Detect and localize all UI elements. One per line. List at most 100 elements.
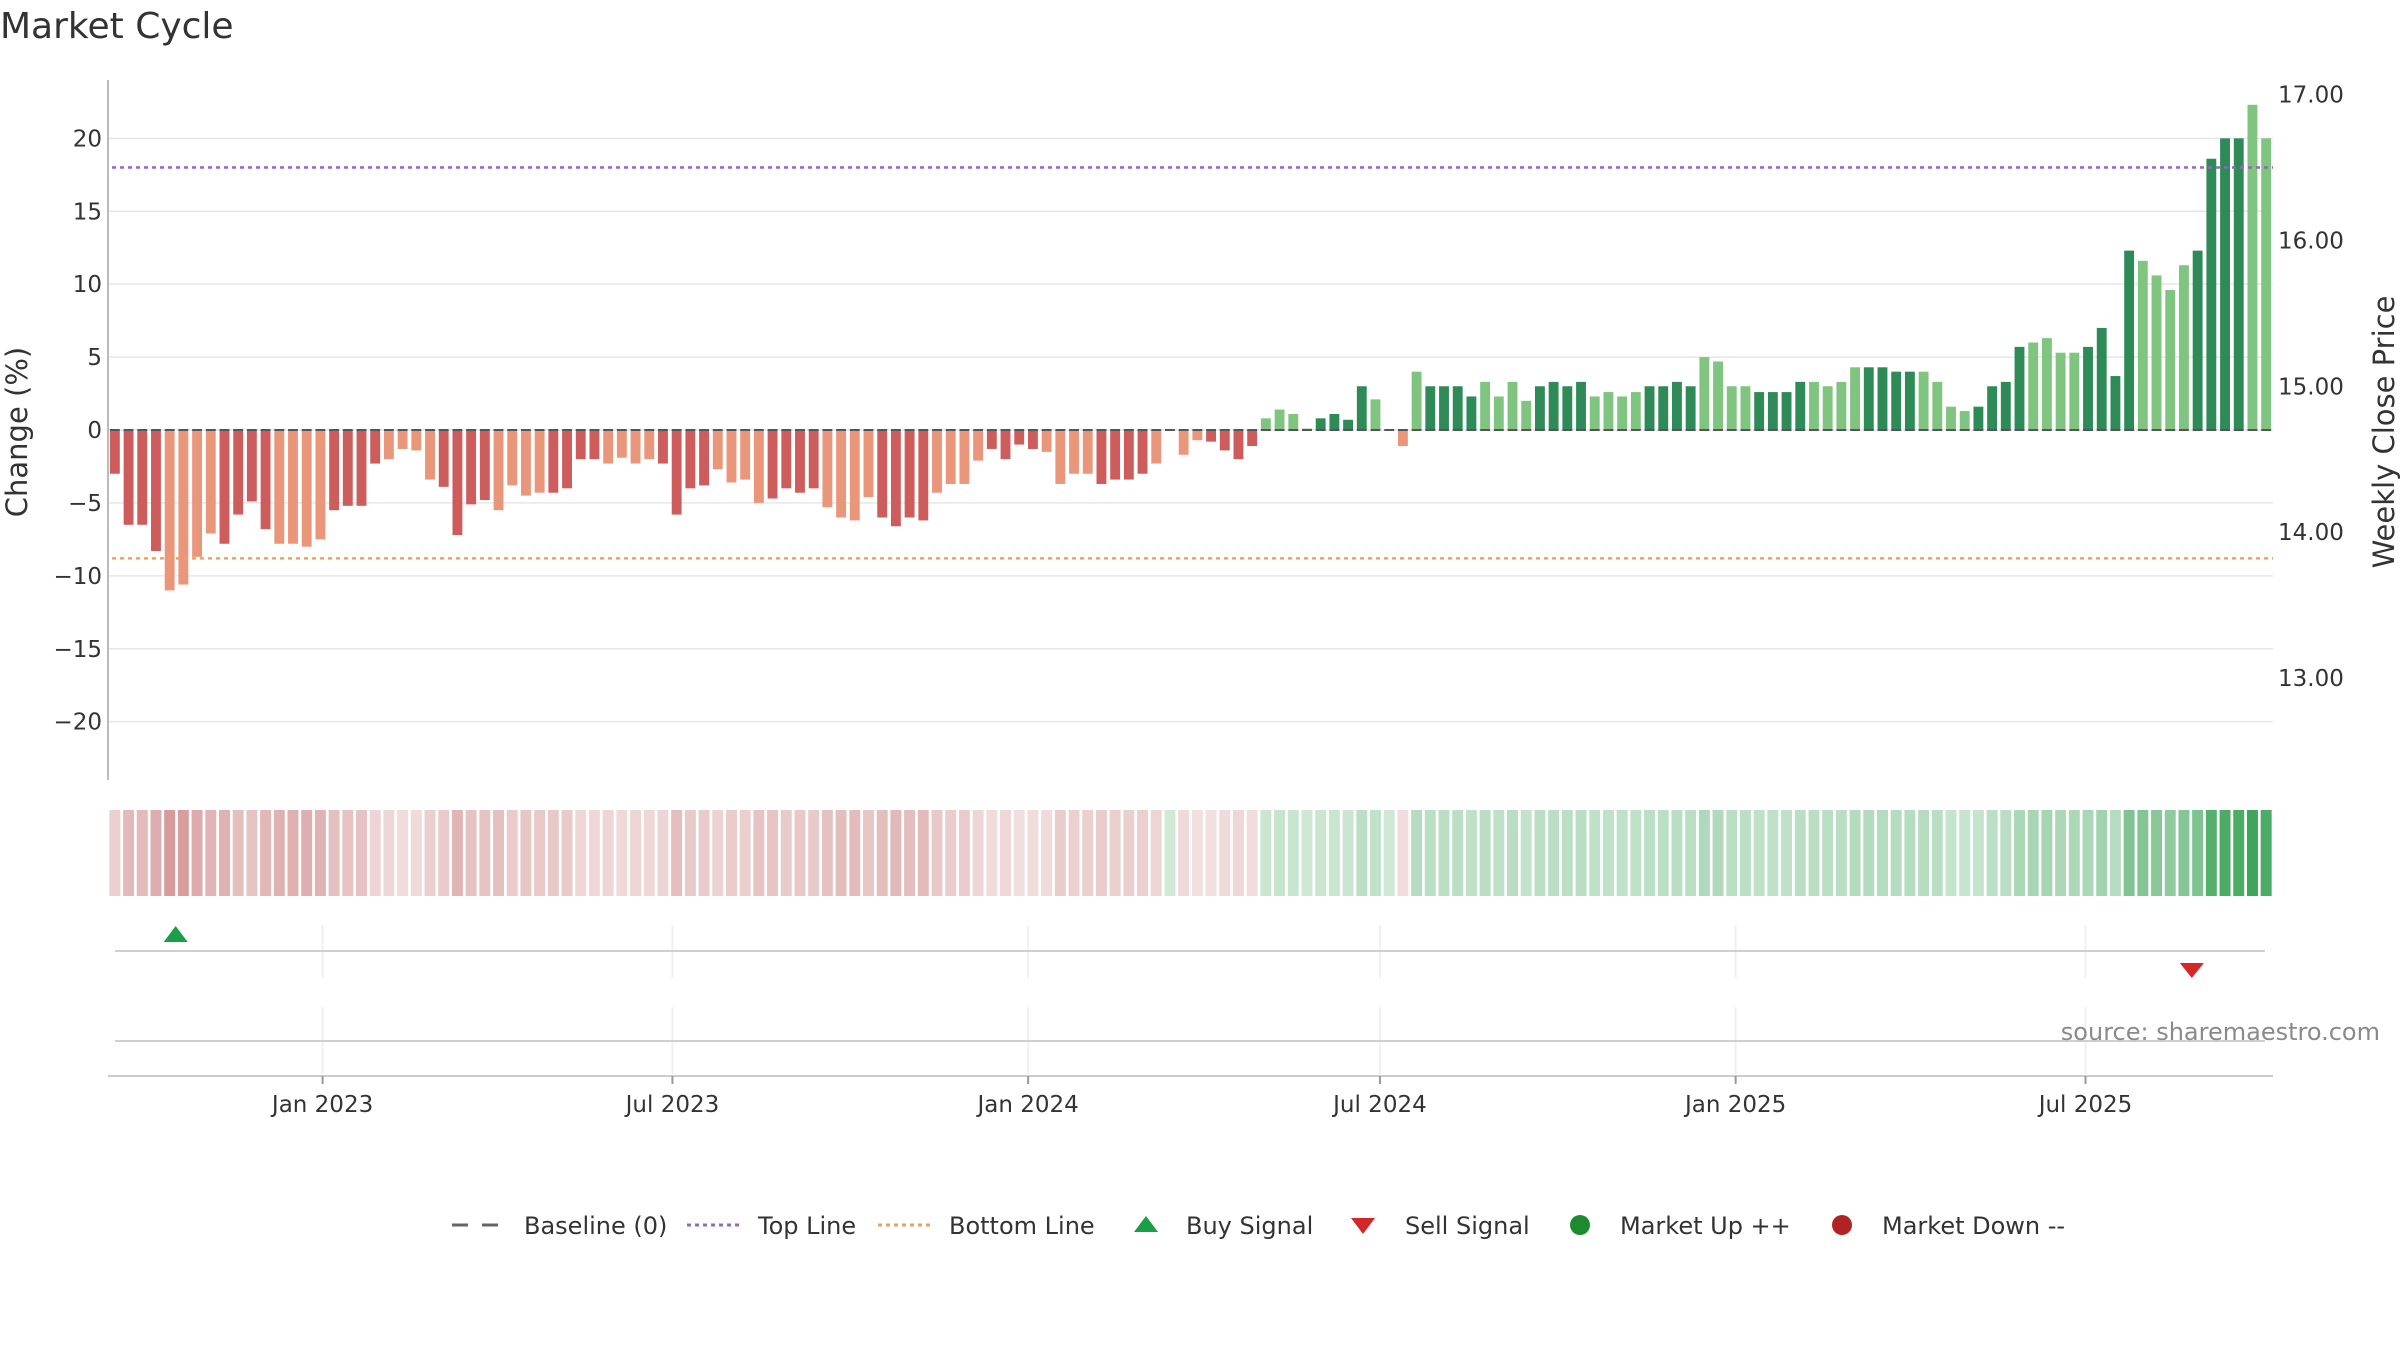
- bar: [1877, 367, 1888, 430]
- heat-cell: [2233, 810, 2245, 896]
- bar: [2165, 290, 2176, 430]
- bar: [1206, 430, 1216, 442]
- y2-tick-label: 15.00: [2278, 374, 2344, 400]
- heat-cell: [725, 810, 737, 896]
- heat-cell: [109, 810, 121, 896]
- bar: [1329, 413, 1340, 430]
- bar: [1041, 430, 1052, 452]
- legend-label: Buy Signal: [1186, 1212, 1313, 1240]
- bar: [2014, 346, 2025, 430]
- bar: [781, 430, 792, 489]
- signal-panel: [115, 925, 2265, 1074]
- bar: [2096, 327, 2107, 430]
- legend-label: Bottom Line: [949, 1212, 1095, 1240]
- bar: [219, 430, 230, 544]
- heat-cell: [2164, 810, 2176, 896]
- bar: [507, 430, 518, 486]
- heat-cell: [1972, 810, 1984, 896]
- bar: [1123, 430, 1134, 480]
- bar: [890, 430, 901, 527]
- bar: [2179, 265, 2189, 430]
- heat-cell: [1822, 810, 1834, 896]
- bar: [863, 430, 874, 498]
- bar: [616, 430, 627, 458]
- bar: [2000, 381, 2011, 430]
- bar: [959, 430, 970, 484]
- heat-cell: [917, 810, 929, 896]
- heat-cell: [1876, 810, 1888, 896]
- x-tick-label: Jul 2025: [2037, 1092, 2133, 1118]
- y-axis-right: 13.00 14.00 15.00 16.00 17.00: [2278, 83, 2344, 692]
- heat-cell: [301, 810, 313, 896]
- bar: [178, 430, 189, 585]
- bar: [836, 430, 847, 518]
- heat-cell: [1835, 810, 1847, 896]
- bar: [315, 430, 326, 540]
- bar: [520, 430, 531, 496]
- heat-cell: [2082, 810, 2094, 896]
- heat-cell: [1301, 810, 1313, 896]
- heat-cell: [698, 810, 710, 896]
- bar: [2041, 338, 2052, 430]
- bar: [2110, 376, 2121, 430]
- bar: [123, 430, 134, 525]
- heat-cell: [1383, 810, 1395, 896]
- heat-cell: [1561, 810, 1573, 896]
- bar: [1603, 392, 1614, 430]
- bar: [329, 430, 340, 511]
- heat-cell: [684, 810, 696, 896]
- bar: [973, 430, 984, 461]
- bar: [1082, 430, 1093, 474]
- heat-cell: [958, 810, 970, 896]
- bar: [1151, 430, 1162, 464]
- heat-cell: [2219, 810, 2231, 896]
- bar: [1288, 413, 1299, 430]
- heat-cell: [1328, 810, 1340, 896]
- bar: [1836, 381, 1847, 430]
- bar: [1726, 386, 1737, 430]
- heat-cell: [1287, 810, 1299, 896]
- bar: [1315, 418, 1326, 430]
- heat-cell: [602, 810, 614, 896]
- bar: [1973, 406, 1984, 430]
- heat-cell: [575, 810, 587, 896]
- heat-cell: [2041, 810, 2053, 896]
- bar: [1822, 386, 1833, 430]
- bar: [1548, 381, 1559, 430]
- heat-cell: [753, 810, 765, 896]
- bar: [370, 430, 381, 464]
- legend-buy-triangle-icon: [1134, 1216, 1158, 1232]
- bar: [452, 430, 463, 535]
- x-axis: Jan 2023 Jul 2023 Jan 2024 Jul 2024 Jan 2025…: [108, 1075, 2273, 1118]
- heat-cell: [821, 810, 833, 896]
- bar: [1411, 371, 1422, 430]
- legend-circle-icon: [1570, 1215, 1590, 1235]
- bar: [575, 430, 586, 460]
- bar: [2083, 346, 2093, 430]
- heat-cell: [1630, 810, 1642, 896]
- heat-cell: [1274, 810, 1286, 896]
- bar: [233, 430, 244, 515]
- bar: [589, 430, 600, 460]
- bar: [1055, 430, 1066, 484]
- bar: [1850, 367, 1861, 430]
- bar: [1452, 386, 1463, 430]
- heat-cell: [1644, 810, 1656, 896]
- heat-cell: [1739, 810, 1751, 896]
- bar: [685, 430, 696, 489]
- reference-lines: [112, 166, 2273, 560]
- heat-cell: [1342, 810, 1354, 896]
- heat-cell: [1465, 810, 1477, 896]
- heat-cell: [794, 810, 806, 896]
- heat-cell: [451, 810, 463, 896]
- bar: [1137, 430, 1148, 474]
- heat-cell: [1095, 810, 1107, 896]
- heat-cell: [671, 810, 683, 896]
- bar: [1507, 381, 1518, 430]
- heat-cell: [479, 810, 491, 896]
- heat-cell: [2027, 810, 2039, 896]
- legend-label: Market Down --: [1882, 1212, 2065, 1240]
- bar: [726, 430, 737, 483]
- heat-cell: [191, 810, 203, 896]
- heat-cell: [1424, 810, 1436, 896]
